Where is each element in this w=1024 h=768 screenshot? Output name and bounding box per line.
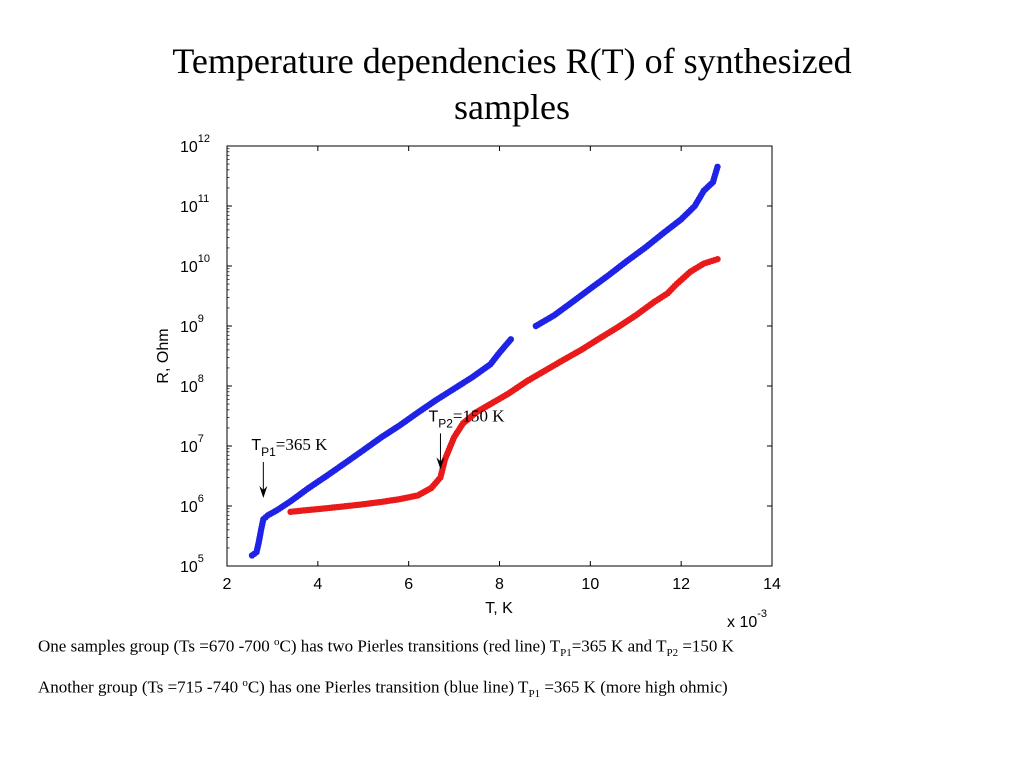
note-2-part-2: C) has one Pierles transition (blue line…	[247, 677, 529, 697]
y-tick-exp: 9	[198, 313, 204, 325]
y-tick-base: 10	[180, 379, 198, 396]
y-tick-base: 10	[180, 199, 198, 216]
note-2-part-3: =365 K (more high ohmic)	[540, 677, 728, 697]
x-tick-label: 8	[495, 576, 504, 593]
annotation-arrow-head	[259, 486, 268, 498]
y-tick-base: 10	[180, 139, 198, 156]
annotation-label: TP1=365 K	[251, 435, 328, 459]
data-point	[714, 163, 721, 171]
note-2-part-1: Another group (Ts =715 -740	[38, 677, 243, 697]
y-tick-base: 10	[180, 319, 198, 336]
y-tick-exp: 8	[198, 373, 204, 385]
note-1-sub-2: P2	[666, 647, 679, 660]
y-tick-exp: 5	[198, 553, 204, 565]
x-tick-label: 10	[581, 576, 599, 593]
y-tick-exp: 7	[198, 433, 204, 445]
note-1-sub-1: P1	[560, 647, 572, 660]
y-tick-exp: 12	[198, 133, 210, 145]
data-point	[714, 255, 721, 263]
annotation-main: T	[251, 437, 261, 454]
x-tick-label: 2	[223, 576, 232, 593]
note-2-sup: o	[242, 677, 248, 689]
y-tick-base: 10	[180, 559, 198, 576]
y-tick-label: 1010	[180, 253, 210, 276]
annotation-main: T	[428, 408, 438, 425]
note-red-group: One samples group (Ts =670 -700 oC) has …	[38, 636, 734, 659]
x-tick-label: 14	[763, 576, 781, 593]
series-layer	[248, 163, 721, 559]
y-tick-base: 10	[180, 499, 198, 516]
y-tick-label: 108	[180, 373, 204, 396]
annotation-rest: =150 K	[453, 406, 505, 425]
note-2-sub-1: P1	[528, 688, 541, 701]
y-tick-label: 107	[180, 433, 204, 456]
x-multiplier: x 10-3	[727, 608, 767, 631]
slide-title-line-1: Temperature dependencies R(T) of synthes…	[172, 41, 852, 81]
series-red	[287, 255, 721, 516]
note-1-sup: o	[273, 636, 280, 648]
note-1-part-2: C) has two Pierles transitions (red line…	[279, 636, 561, 656]
y-tick-label: 1011	[180, 193, 209, 216]
note-blue-group: Another group (Ts =715 -740 oC) has one …	[38, 677, 728, 700]
x-tick-label: 6	[404, 576, 413, 593]
annotation-arrow-head	[436, 457, 445, 470]
y-tick-label: 106	[180, 493, 204, 516]
annotation-label: TP2=150 K	[428, 406, 505, 430]
x-tick-label: 4	[313, 576, 322, 593]
y-tick-exp: 10	[198, 253, 210, 265]
y-tick-base: 10	[180, 439, 198, 456]
slide-title-line-2: samples	[454, 87, 570, 127]
series-blue	[248, 163, 721, 559]
y-tick-base: 10	[180, 259, 198, 276]
x-multiplier-exp: -3	[757, 608, 767, 620]
note-1-part-1: One samples group (Ts =670 -700	[38, 636, 274, 656]
x-tick-label: 12	[672, 576, 690, 593]
y-tick-label: 1012	[180, 133, 210, 156]
y-tick-exp: 6	[198, 493, 204, 505]
x-axis-label: T, K	[485, 600, 513, 617]
note-1-part-3: =365 K and T	[571, 636, 667, 656]
x-multiplier-base: x 10	[727, 614, 757, 631]
annotation-sub: P1	[261, 445, 276, 459]
note-1-part-4: =150 K	[678, 636, 734, 656]
y-tick-exp: 11	[198, 193, 209, 205]
y-tick-label: 109	[180, 313, 204, 336]
y-tick-label: 105	[180, 553, 204, 576]
data-point	[507, 336, 515, 343]
slide-title: Temperature dependencies R(T) of synthes…	[0, 38, 1024, 130]
annotation-rest: =365 K	[276, 435, 328, 454]
annotation-sub: P2	[438, 416, 453, 430]
y-axis-label: R, Ohm	[155, 328, 172, 383]
